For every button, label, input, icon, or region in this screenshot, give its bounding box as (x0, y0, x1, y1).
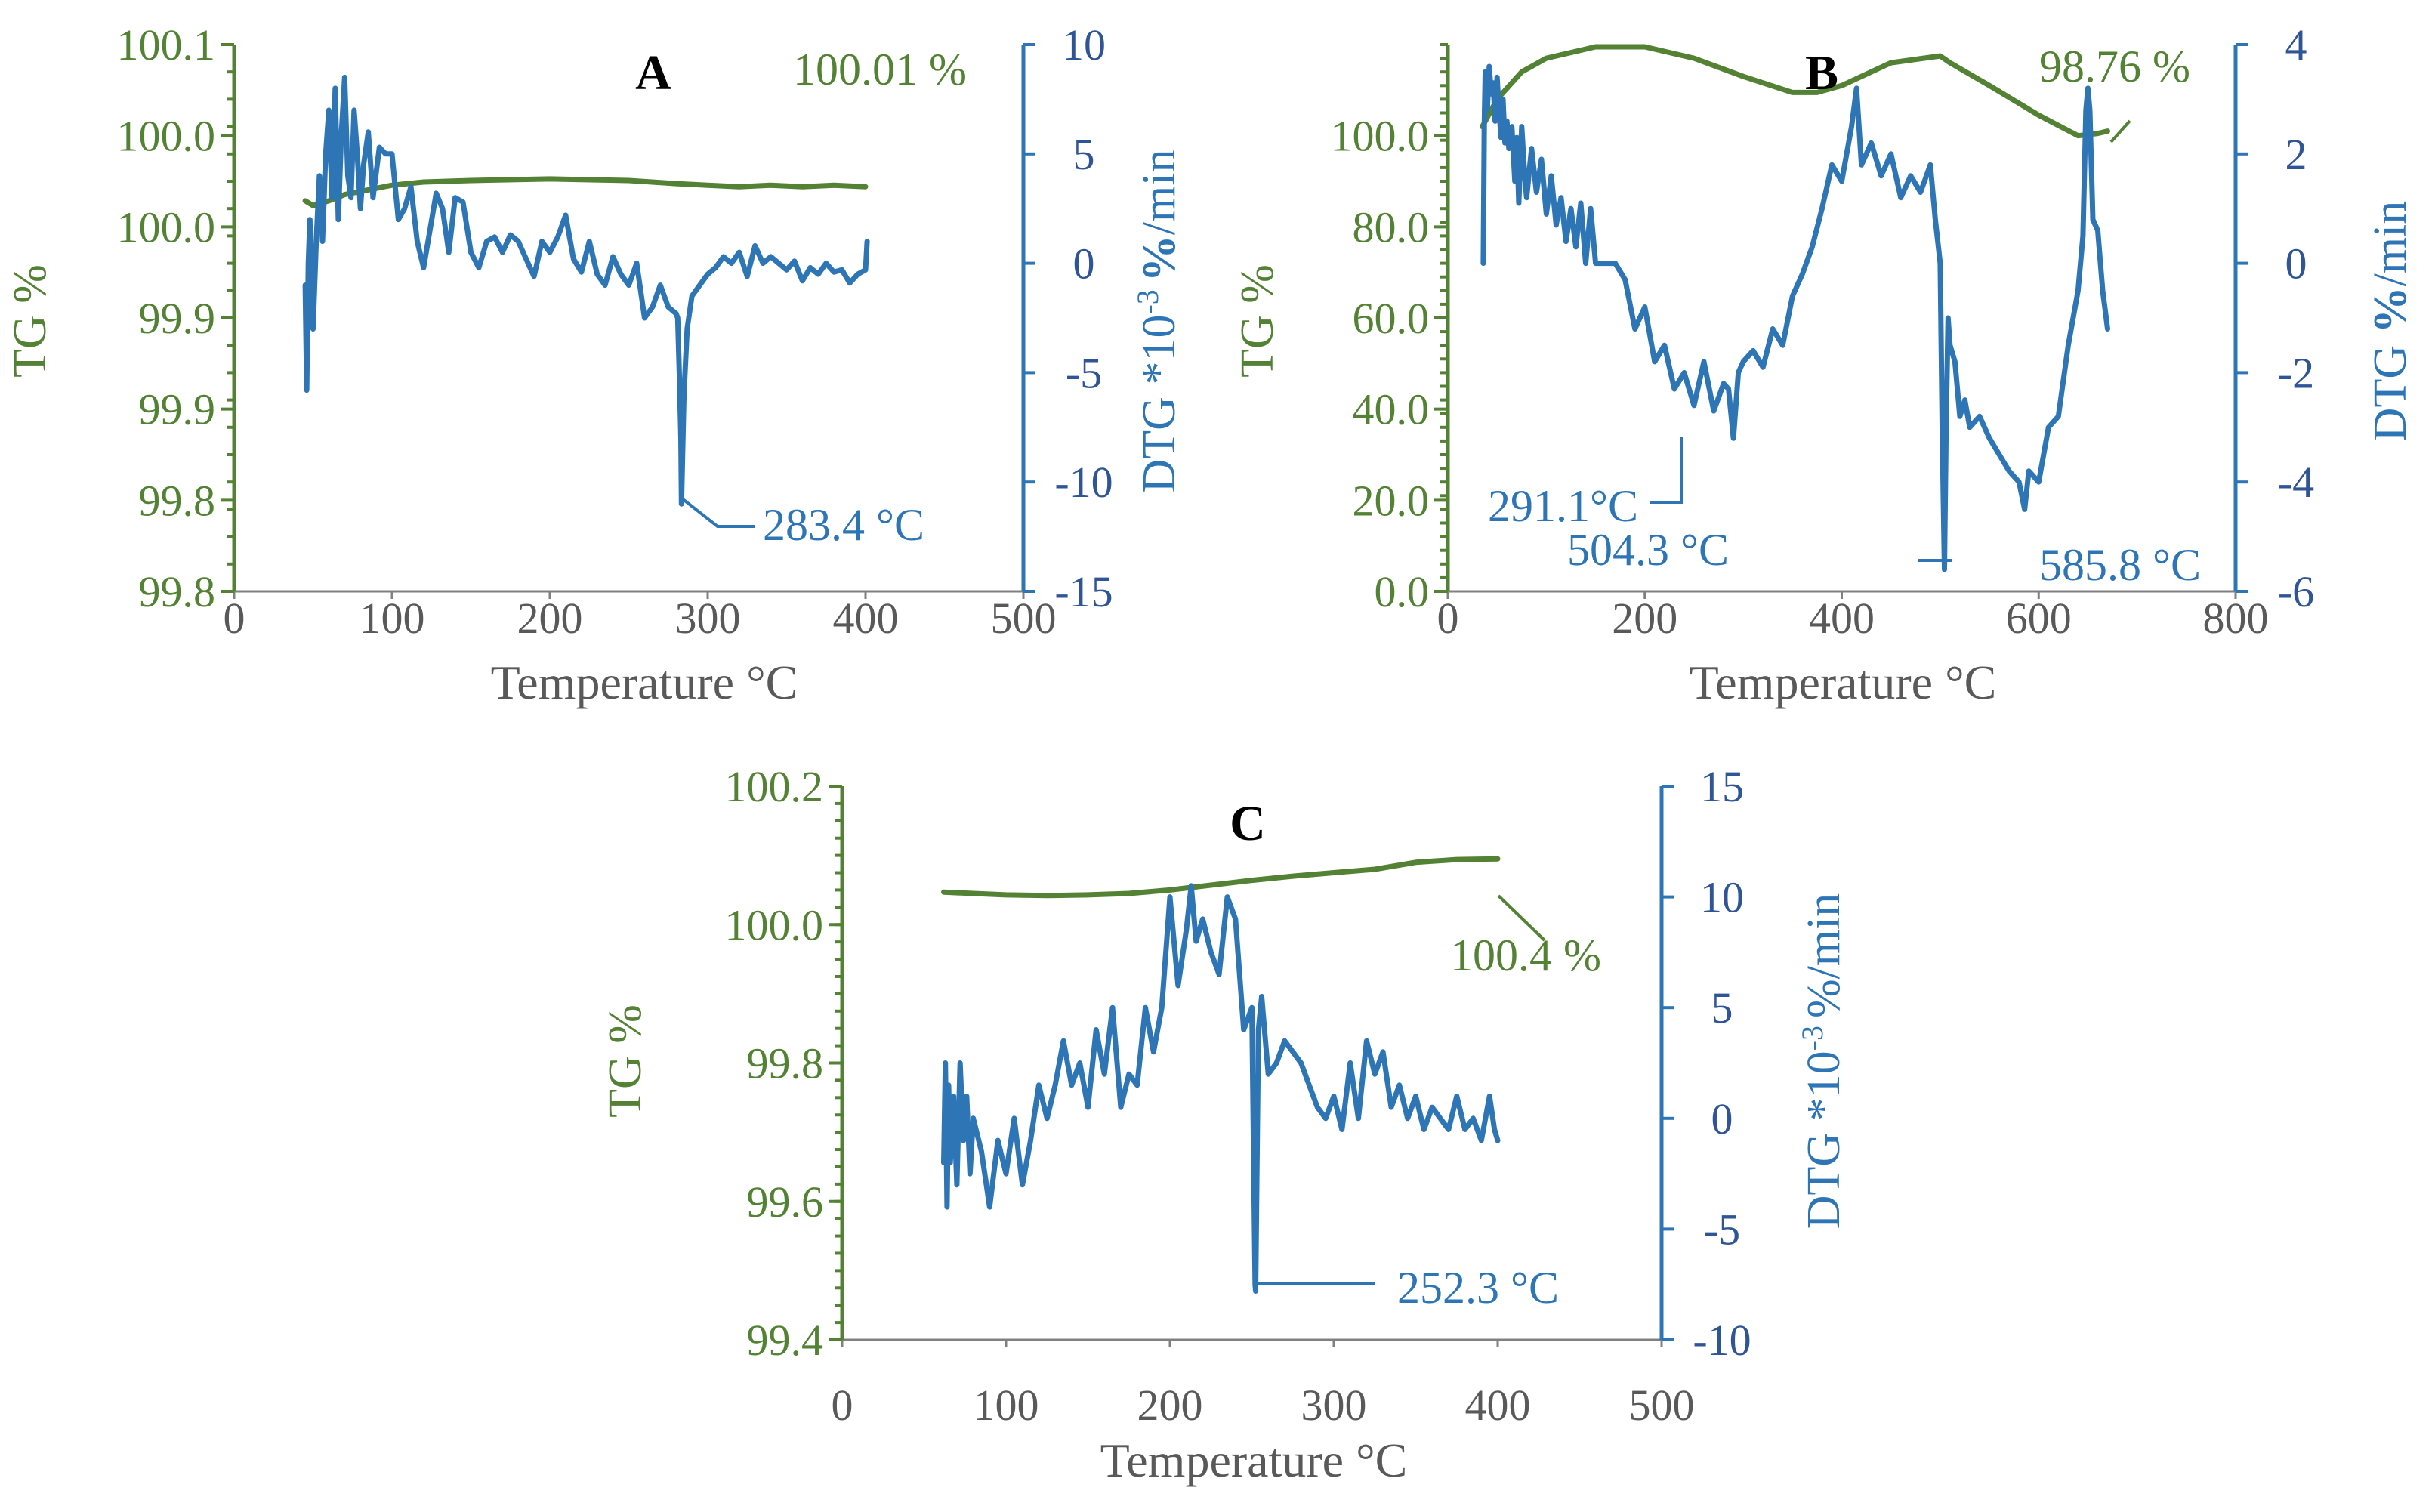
right-tick-label: -6 (2278, 567, 2314, 616)
left-axis-label: TG % (5, 264, 56, 378)
left-tick-label: 99.9 (139, 294, 216, 343)
right-tick-label: 4 (2285, 20, 2307, 69)
x-tick-label: 400 (833, 594, 899, 643)
annotation-leader-line (1497, 894, 1546, 942)
right-axis-label: DTG *10-3%/min (1795, 893, 1850, 1230)
left-tick-label: 100.0 (725, 900, 824, 949)
left-tick-label: 80.0 (1353, 202, 1430, 251)
tg-series-line (1480, 44, 2110, 139)
annotation-label: 585.8 °C (2039, 540, 2201, 590)
right-tick-label: -5 (1066, 348, 1102, 397)
right-tick-label: 0 (1073, 239, 1095, 289)
x-tick-label: 200 (1137, 1381, 1203, 1430)
chart-b: 0 200 400 600 800 Temperature °C 0.0 20.0 40.0 60… (1232, 20, 2416, 709)
right-tick-label: 15 (1700, 762, 1744, 811)
left-tick-label: 0.0 (1375, 567, 1430, 616)
x-tick-label: 800 (2203, 594, 2269, 643)
x-tick-label: 0 (224, 594, 245, 643)
left-tick-label: 99.4 (747, 1316, 824, 1365)
x-axis-label: Temperature °C (1690, 656, 1997, 709)
panel-label: B (1805, 45, 1838, 100)
annotation-label: 291.1°C (1488, 481, 1638, 531)
dtg-series-line (941, 883, 1501, 1294)
x-tick-label: 100 (360, 594, 425, 643)
annotation-leader-line (2109, 119, 2131, 143)
x-tick-label: 300 (675, 594, 741, 643)
right-tick-label: 10 (1062, 20, 1106, 69)
left-tick-label: 40.0 (1353, 385, 1430, 434)
x-axis-label: Temperature °C (491, 656, 798, 709)
x-tick-label: 200 (517, 594, 583, 643)
right-tick-label: 5 (1073, 130, 1095, 179)
x-tick-label: 300 (1301, 1381, 1367, 1430)
annotation-label: 504.3 °C (1567, 525, 1729, 575)
tg-series-line (941, 856, 1501, 899)
right-tick-label: 2 (2285, 130, 2307, 179)
x-axis-label: Temperature °C (1100, 1433, 1408, 1487)
right-tick-label: -5 (1704, 1205, 1740, 1254)
annotation-leader-line (1650, 437, 1683, 504)
x-tick-label: 400 (1809, 594, 1875, 643)
right-axis-label-base: DTG (2365, 333, 2416, 441)
right-axis-label-percent: % (1134, 235, 1185, 282)
x-tick-label: 0 (832, 1381, 853, 1430)
right-axis-label-percent: % (1798, 979, 1850, 1018)
left-tick-label: 99.8 (139, 567, 216, 616)
left-tick-label: 99.8 (139, 476, 216, 525)
left-tick-label: 60.0 (1353, 294, 1430, 343)
right-axis-label-base: DTG *10 (1134, 315, 1185, 493)
left-tick-label: 100.0 (1331, 112, 1430, 161)
right-tick-label: -10 (1693, 1316, 1751, 1365)
panel-label: A (635, 45, 671, 100)
right-tick-label: -10 (1054, 458, 1113, 507)
x-tick-label: 0 (1437, 594, 1459, 643)
x-tick-label: 500 (1629, 1381, 1695, 1430)
left-tick-label: 100.0 (117, 202, 216, 251)
left-axis-label: TG % (1232, 264, 1283, 378)
x-tick-label: 200 (1612, 594, 1677, 643)
dtg-series-line (302, 74, 870, 507)
x-tick-label: 600 (2006, 594, 2072, 643)
x-tick-label: 100 (974, 1381, 1039, 1430)
left-tick-label: 100.0 (117, 112, 216, 161)
left-tick-label: 99.8 (747, 1039, 824, 1088)
right-tick-label: 5 (1711, 983, 1733, 1032)
x-tick-label: 400 (1465, 1381, 1531, 1430)
annotation-label: 100.4 % (1450, 930, 1601, 980)
left-tick-label: 100.1 (117, 20, 216, 69)
right-axis-label-unit: /min (2365, 201, 2416, 287)
annotation-label: 100.01 % (793, 45, 967, 94)
annotation-label: 283.4 °C (763, 500, 924, 550)
panel-label: C (1230, 796, 1266, 851)
right-axis-label: DTG %/min (2365, 201, 2416, 442)
right-tick-label: -15 (1054, 567, 1113, 616)
right-tick-label: -4 (2278, 458, 2314, 507)
annotation-leader-line (681, 497, 755, 528)
annotation-label: 98.76 % (2039, 42, 2190, 91)
right-axis-label-exponent: -3 (1795, 1026, 1829, 1051)
right-tick-label: -2 (2278, 348, 2314, 397)
right-axis-label-unit: /min (1798, 893, 1850, 980)
right-axis-label-percent: % (2365, 286, 2416, 333)
left-tick-label: 20.0 (1353, 476, 1430, 525)
tg-series-line (302, 176, 869, 208)
left-tick-label: 100.2 (725, 762, 824, 811)
dtg-series-line (1480, 63, 2110, 572)
right-tick-label: 0 (1711, 1094, 1733, 1143)
right-tick-label: 0 (2285, 239, 2307, 289)
left-tick-label: 99.6 (747, 1177, 824, 1227)
x-tick-label: 500 (991, 594, 1057, 643)
left-tick-label: 99.9 (139, 385, 216, 434)
left-axis-label: TG % (600, 1004, 651, 1118)
right-axis-label: DTG *10-3%/min (1131, 150, 1185, 493)
annotation-label: 252.3 °C (1397, 1263, 1559, 1313)
right-axis-label-unit: /min (1134, 150, 1185, 236)
right-tick-label: 10 (1700, 873, 1744, 922)
right-axis-label-base: DTG *10 (1798, 1051, 1850, 1229)
right-axis-label-exponent: -3 (1131, 289, 1165, 314)
